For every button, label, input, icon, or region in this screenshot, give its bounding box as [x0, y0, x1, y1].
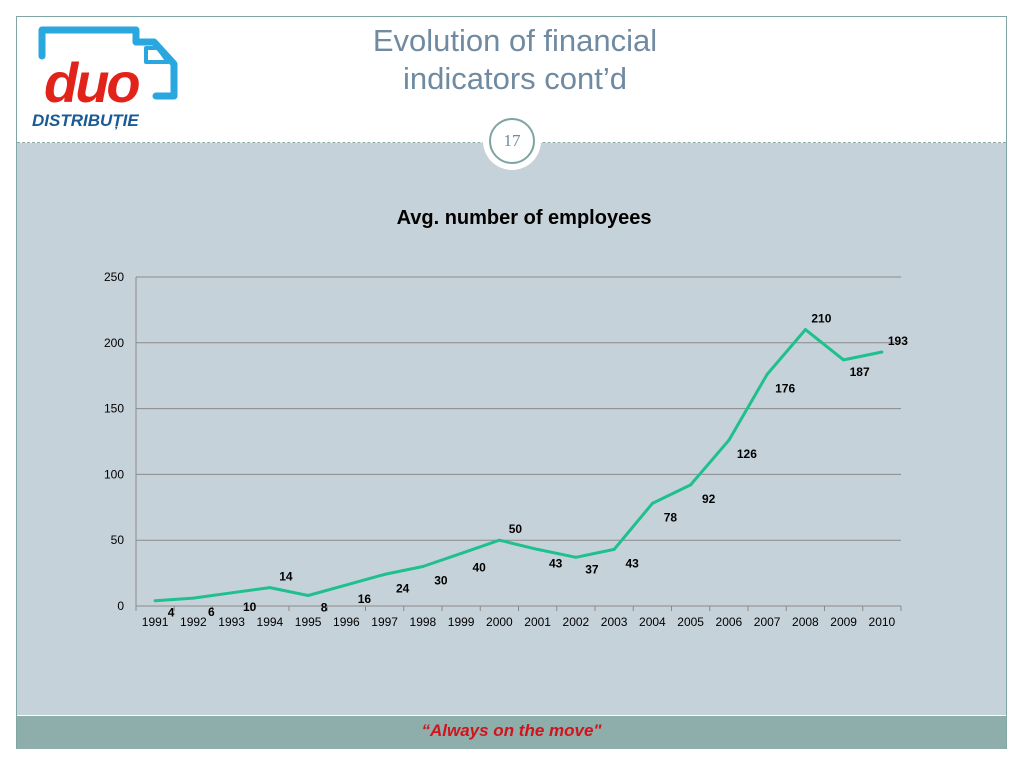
data-label: 126: [737, 447, 757, 461]
content-area: [17, 143, 1006, 715]
x-tick-label: 1998: [410, 615, 437, 629]
data-point: [153, 599, 157, 603]
data-label: 6: [208, 605, 215, 619]
data-label: 24: [396, 581, 410, 595]
x-tick-label: 2000: [486, 615, 513, 629]
truck-outline-icon: [38, 26, 178, 100]
data-point: [765, 372, 769, 376]
data-label: 16: [358, 592, 372, 606]
data-label: 193: [888, 334, 908, 348]
x-tick-label: 1999: [448, 615, 475, 629]
y-tick-label: 100: [104, 467, 124, 481]
data-label: 40: [472, 560, 486, 574]
data-label: 4: [168, 606, 175, 620]
footer-slogan: “Always on the move": [17, 716, 1006, 749]
x-tick-label: 2007: [754, 615, 781, 629]
data-label: 50: [509, 522, 523, 536]
series-line: [154, 328, 883, 603]
data-point: [344, 583, 348, 587]
x-tick-label: 1997: [371, 615, 398, 629]
logo-wordmark: duo: [44, 51, 139, 114]
data-point: [803, 328, 807, 332]
data-label: 92: [702, 492, 716, 506]
x-tick-label: 2005: [677, 615, 704, 629]
y-tick-label: 150: [104, 402, 124, 416]
data-point: [230, 591, 234, 595]
data-label: 78: [664, 510, 678, 524]
data-point: [191, 596, 195, 600]
data-point: [306, 593, 310, 597]
x-tick-label: 1994: [257, 615, 284, 629]
y-tick-label: 0: [117, 599, 124, 613]
x-tick-label: 2008: [792, 615, 819, 629]
x-tick-label: 2001: [524, 615, 551, 629]
data-label: 43: [625, 556, 639, 570]
data-label: 210: [811, 312, 831, 326]
duo-distributie-logo: duo DISTRIBUȚIE: [32, 26, 178, 130]
x-tick-label: 2006: [716, 615, 743, 629]
data-point: [536, 547, 540, 551]
x-tick-label: 2003: [601, 615, 628, 629]
x-tick-label: 2009: [830, 615, 857, 629]
data-point: [574, 555, 578, 559]
data-point: [421, 565, 425, 569]
page-number: 17: [489, 118, 535, 164]
slide-title: Evolution of financial indicators cont’d: [280, 22, 750, 98]
x-tick-label: 1995: [295, 615, 322, 629]
data-point: [650, 501, 654, 505]
data-point: [612, 547, 616, 551]
data-label: 37: [585, 562, 599, 576]
x-tick-label: 1991: [142, 615, 169, 629]
data-label: 176: [775, 381, 795, 395]
data-point: [383, 572, 387, 576]
data-point: [459, 551, 463, 555]
data-point: [727, 438, 731, 442]
x-tick-label: 1992: [180, 615, 207, 629]
chart-title: Avg. number of employees: [396, 207, 652, 229]
data-point: [842, 358, 846, 362]
data-label: 187: [850, 365, 870, 379]
x-tick-label: 1993: [218, 615, 245, 629]
page-number-badge: 17: [483, 112, 541, 170]
x-tick-label: 2002: [563, 615, 590, 629]
data-label: 8: [321, 600, 328, 614]
data-point: [689, 483, 693, 487]
y-tick-label: 200: [104, 336, 124, 350]
data-point: [497, 538, 501, 542]
data-point: [880, 350, 884, 354]
logo-subtext: DISTRIBUȚIE: [32, 111, 139, 130]
data-label: 30: [434, 574, 448, 588]
data-point: [268, 586, 272, 590]
x-tick-label: 1996: [333, 615, 360, 629]
x-tick-label: 2010: [869, 615, 896, 629]
data-label: 14: [279, 570, 293, 584]
slide-title-line-2: indicators cont’d: [402, 61, 627, 96]
y-tick-label: 50: [111, 533, 125, 547]
data-label: 10: [243, 600, 257, 614]
x-tick-label: 2004: [639, 615, 666, 629]
slide-title-line-1: Evolution of financial: [372, 23, 658, 58]
y-tick-label: 250: [104, 270, 124, 284]
data-label: 43: [549, 556, 563, 570]
